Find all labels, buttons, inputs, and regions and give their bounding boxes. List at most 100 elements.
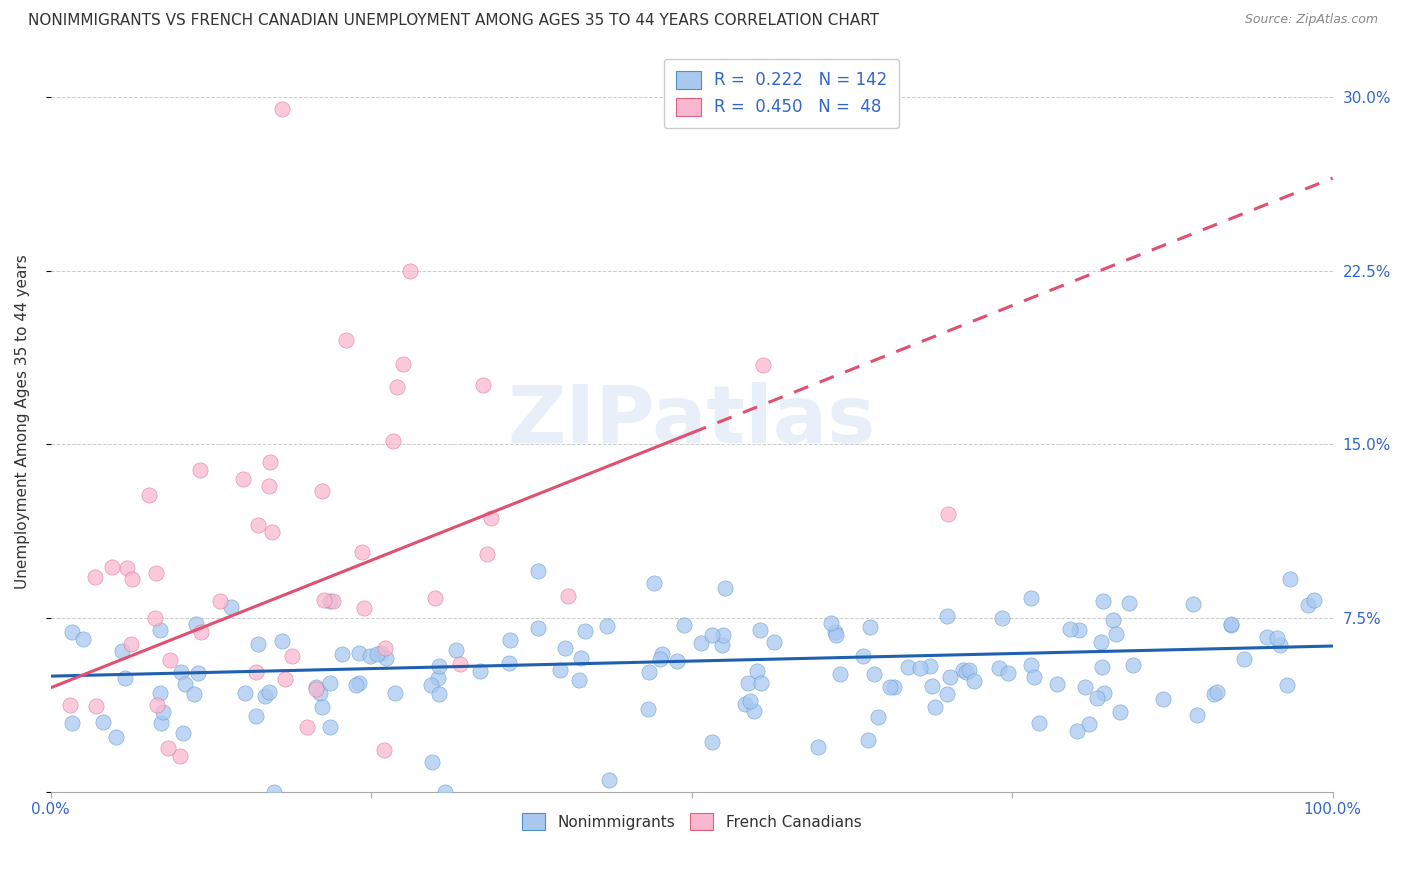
Point bbox=[170, 665, 193, 680]
Point bbox=[1152, 692, 1174, 706]
Point bbox=[143, 611, 166, 625]
Point bbox=[1219, 616, 1241, 631]
Point bbox=[711, 638, 734, 652]
Point bbox=[391, 357, 413, 371]
Point bbox=[479, 510, 502, 524]
Point bbox=[120, 637, 142, 651]
Point bbox=[866, 710, 889, 724]
Point bbox=[427, 687, 450, 701]
Point bbox=[117, 561, 139, 575]
Point bbox=[991, 611, 1014, 625]
Point bbox=[271, 634, 294, 648]
Point bbox=[311, 483, 333, 498]
Point bbox=[188, 463, 211, 477]
Point bbox=[1268, 639, 1291, 653]
Point bbox=[714, 581, 737, 595]
Point bbox=[862, 666, 884, 681]
Point bbox=[374, 651, 396, 665]
Point bbox=[385, 379, 408, 393]
Point bbox=[1028, 716, 1050, 731]
Point bbox=[347, 646, 370, 660]
Point bbox=[263, 785, 285, 799]
Point bbox=[314, 592, 336, 607]
Point bbox=[84, 698, 107, 713]
Text: ZIPatlas: ZIPatlas bbox=[508, 383, 876, 460]
Point bbox=[245, 665, 267, 679]
Point bbox=[1090, 635, 1112, 649]
Point bbox=[924, 700, 946, 714]
Point bbox=[322, 594, 344, 608]
Point bbox=[1279, 572, 1302, 586]
Point bbox=[59, 698, 82, 712]
Point bbox=[1091, 594, 1114, 608]
Point bbox=[988, 661, 1011, 675]
Point bbox=[1078, 717, 1101, 731]
Point bbox=[149, 686, 172, 700]
Point bbox=[852, 648, 875, 663]
Point bbox=[305, 680, 328, 694]
Point bbox=[260, 524, 283, 539]
Point bbox=[554, 640, 576, 655]
Point bbox=[183, 687, 205, 701]
Point bbox=[1277, 677, 1299, 691]
Point bbox=[470, 664, 492, 678]
Point bbox=[952, 664, 974, 678]
Point bbox=[319, 675, 342, 690]
Point bbox=[335, 333, 357, 347]
Point bbox=[253, 690, 276, 704]
Point bbox=[908, 661, 931, 675]
Point bbox=[828, 667, 851, 681]
Point bbox=[957, 663, 980, 677]
Text: NONIMMIGRANTS VS FRENCH CANADIAN UNEMPLOYMENT AMONG AGES 35 TO 44 YEARS CORRELAT: NONIMMIGRANTS VS FRENCH CANADIAN UNEMPLO… bbox=[28, 13, 879, 29]
Point bbox=[330, 647, 353, 661]
Point bbox=[1066, 724, 1088, 739]
Point bbox=[308, 686, 330, 700]
Point bbox=[1059, 622, 1081, 636]
Point bbox=[91, 715, 114, 730]
Point bbox=[60, 715, 83, 730]
Point bbox=[1109, 705, 1132, 719]
Point bbox=[273, 673, 295, 687]
Point bbox=[1185, 707, 1208, 722]
Point bbox=[1067, 623, 1090, 637]
Point bbox=[1085, 690, 1108, 705]
Point bbox=[297, 720, 319, 734]
Point bbox=[449, 657, 471, 671]
Point bbox=[318, 594, 340, 608]
Point bbox=[190, 624, 212, 639]
Point bbox=[1296, 598, 1319, 612]
Point bbox=[384, 686, 406, 700]
Point bbox=[749, 624, 772, 638]
Point bbox=[568, 673, 591, 687]
Point bbox=[477, 547, 499, 561]
Point bbox=[498, 656, 520, 670]
Point bbox=[1122, 658, 1144, 673]
Point bbox=[856, 733, 879, 747]
Point bbox=[311, 700, 333, 714]
Point bbox=[574, 624, 596, 638]
Point bbox=[344, 678, 367, 692]
Point bbox=[938, 670, 960, 684]
Point bbox=[233, 686, 256, 700]
Point bbox=[1091, 659, 1114, 673]
Point bbox=[1303, 593, 1326, 607]
Point bbox=[1019, 657, 1042, 672]
Point bbox=[146, 698, 169, 713]
Point bbox=[150, 716, 173, 731]
Point bbox=[1202, 687, 1225, 701]
Point bbox=[374, 641, 396, 656]
Point bbox=[186, 616, 208, 631]
Point bbox=[172, 726, 194, 740]
Point bbox=[598, 773, 620, 788]
Point bbox=[246, 518, 269, 533]
Point bbox=[879, 680, 901, 694]
Point bbox=[921, 679, 943, 693]
Point bbox=[665, 654, 688, 668]
Point bbox=[100, 560, 122, 574]
Point bbox=[637, 702, 659, 716]
Point bbox=[936, 609, 959, 624]
Point bbox=[883, 681, 905, 695]
Point bbox=[962, 673, 984, 688]
Point bbox=[498, 632, 520, 647]
Point bbox=[1019, 591, 1042, 606]
